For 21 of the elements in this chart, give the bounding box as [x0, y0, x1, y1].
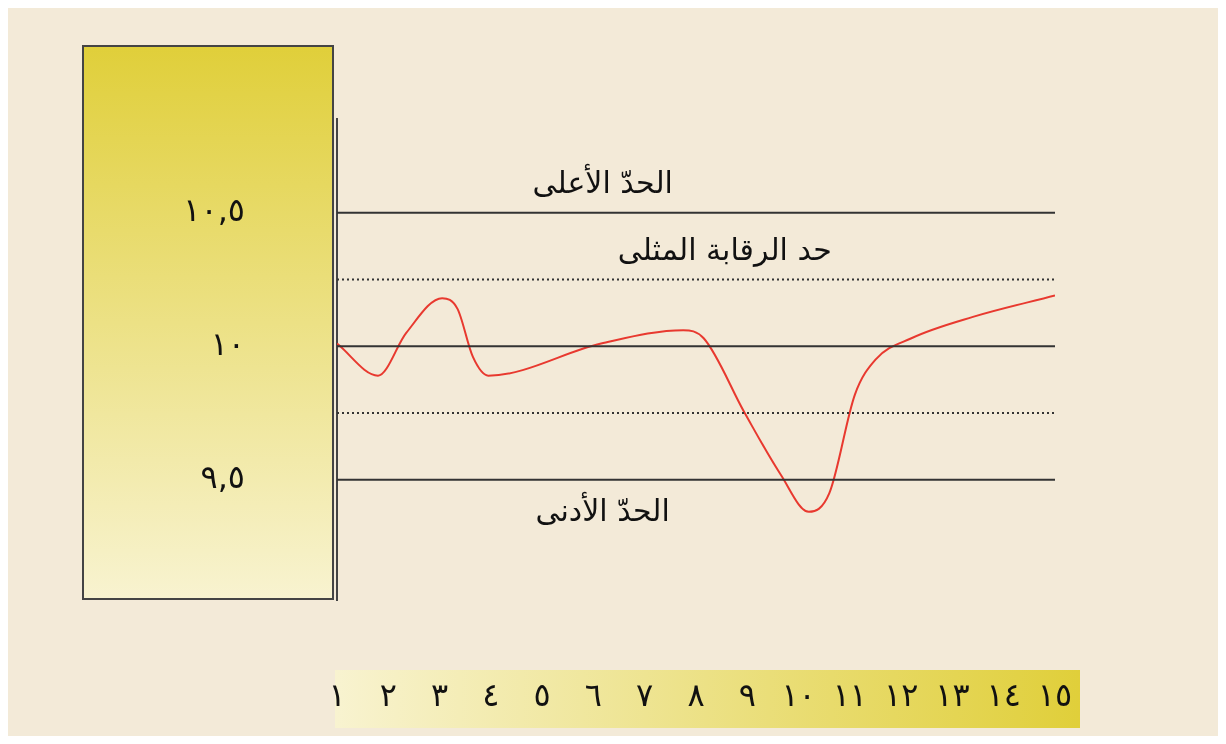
- x-tick-label: ١١: [832, 675, 868, 714]
- x-tick-label: ٣: [430, 675, 449, 714]
- x-tick-label: ١٠: [781, 675, 816, 714]
- y-tick-label: ١٠,٥: [183, 191, 245, 229]
- x-tick-label: ٦: [584, 675, 603, 714]
- x-tick-label: ٤: [482, 675, 500, 714]
- x-tick-label: ١٤: [986, 675, 1021, 714]
- x-tick-label: ٨: [687, 675, 705, 714]
- y-tick-label: ٩,٥: [200, 458, 245, 497]
- x-tick-label: ٩: [738, 675, 756, 714]
- ref-line-label: حد الرقابة المثلى: [617, 232, 832, 268]
- ref-line-label: الحدّ الأعلى: [532, 163, 673, 201]
- x-tick-label: ١٣: [935, 675, 970, 714]
- x-tick-label: ١: [328, 675, 346, 714]
- x-tick-label: ٢: [379, 675, 397, 714]
- x-tick-label: ١٥: [1037, 675, 1073, 714]
- y-tick-label: ١٠: [210, 324, 245, 363]
- x-tick-label: ٧: [636, 675, 654, 714]
- x-tick-label: ٥: [533, 675, 551, 714]
- ref-line-label: الحدّ الأدنى: [535, 490, 670, 528]
- x-tick-label: ١٢: [883, 675, 919, 714]
